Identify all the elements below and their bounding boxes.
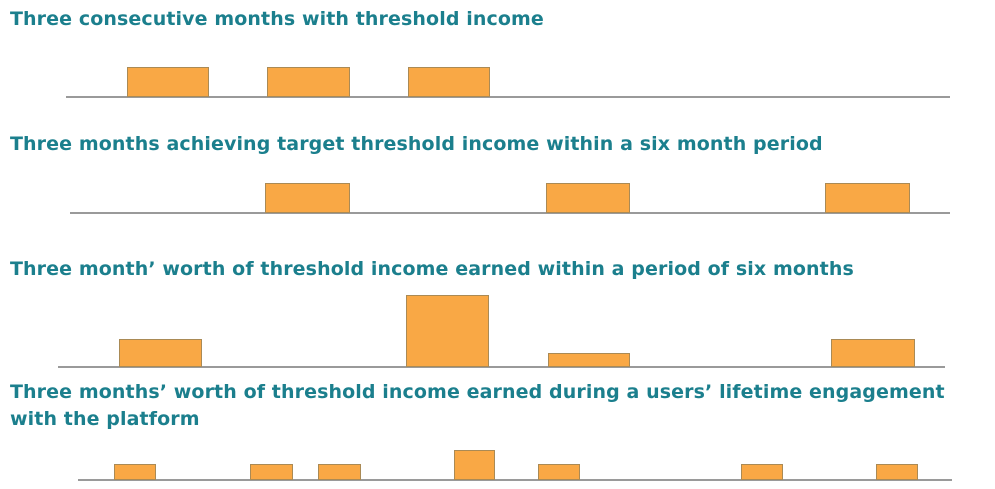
income-month-bar [318, 464, 361, 480]
timeline-axis [78, 479, 952, 481]
section-title-worth-six-months: Three month’ worth of threshold income e… [10, 258, 854, 280]
section-title-consecutive-months: Three consecutive months with threshold … [10, 8, 544, 30]
income-month-bar [250, 464, 293, 480]
income-month-bar [114, 464, 156, 480]
income-month-bar [408, 67, 490, 97]
income-month-bar [548, 353, 630, 367]
income-month-bar [825, 183, 910, 213]
income-month-bar [741, 464, 783, 480]
income-month-bar [831, 339, 915, 367]
income-month-bar [267, 67, 350, 97]
section-title-lifetime-engagement: Three months’ worth of threshold income … [10, 381, 945, 430]
income-month-bar [546, 183, 630, 213]
section-title-six-month-period: Three months achieving target threshold … [10, 133, 823, 155]
income-month-bar [127, 67, 209, 97]
income-month-bar [406, 295, 489, 367]
income-month-bar [265, 183, 350, 213]
income-month-bar [119, 339, 202, 367]
income-month-bar [538, 464, 580, 480]
income-month-bar [454, 450, 495, 480]
income-month-bar [876, 464, 918, 480]
timeline-axis [70, 212, 950, 214]
timeline-axis [66, 96, 950, 98]
timeline-axis [58, 366, 945, 368]
